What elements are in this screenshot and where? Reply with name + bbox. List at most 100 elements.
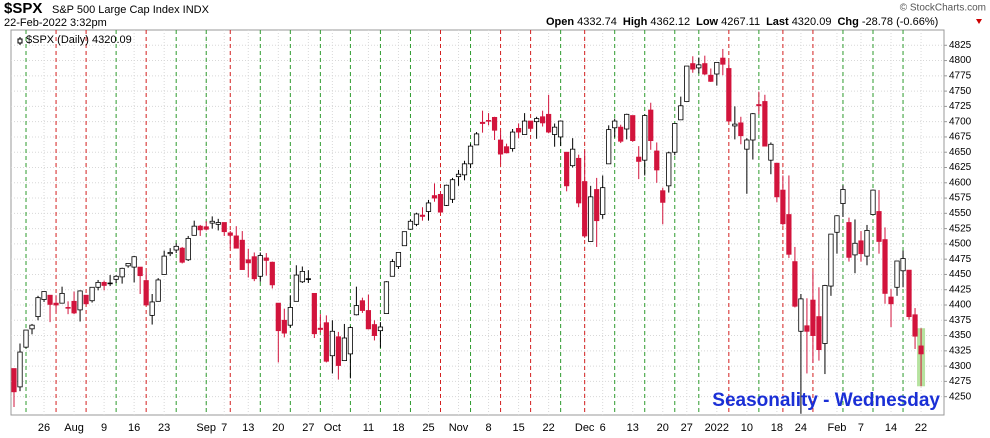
candle-body xyxy=(876,211,882,242)
candle-body xyxy=(59,292,65,304)
x-tick-label: 20 xyxy=(272,422,284,434)
candle-body xyxy=(293,274,299,302)
candle-body xyxy=(852,242,858,256)
y-tick-label: 4425 xyxy=(949,284,972,295)
candle-body xyxy=(17,351,23,388)
candle-body xyxy=(618,126,624,142)
candle-body xyxy=(918,345,924,355)
candle-body xyxy=(816,316,822,351)
y-tick-label: 4325 xyxy=(949,345,972,356)
quote: Open 4332.74 High 4362.12 Low 4267.11 Last 4320… xyxy=(546,16,938,28)
candle-body xyxy=(317,327,323,330)
candle-body xyxy=(822,285,828,344)
candle-body xyxy=(714,61,720,75)
candle-body xyxy=(149,301,155,316)
quote-value: 4362.12 xyxy=(650,16,690,28)
y-tick-label: 4625 xyxy=(949,162,972,173)
candle-body xyxy=(137,266,143,277)
candle-body xyxy=(485,120,492,122)
candle-body xyxy=(89,286,95,302)
y-tick-label: 4475 xyxy=(949,254,972,265)
candle-body xyxy=(179,247,185,263)
candle-body xyxy=(744,139,750,150)
candle-body xyxy=(245,259,251,264)
candle-body xyxy=(371,324,378,336)
candle-body xyxy=(828,233,834,287)
candle-body xyxy=(395,252,402,267)
candle-body xyxy=(594,189,600,222)
candle-body xyxy=(834,215,840,233)
candle-body xyxy=(29,324,35,330)
x-tick-label: 10 xyxy=(741,422,753,434)
candle-body xyxy=(443,184,450,206)
x-tick-label: 13 xyxy=(627,422,639,434)
legend: $SPX (Daily) 4320.09 xyxy=(26,34,132,46)
candle-body xyxy=(696,64,702,69)
candle-body xyxy=(882,239,888,294)
candle-body xyxy=(281,319,287,334)
quote-value: 4267.11 xyxy=(721,16,760,28)
x-tick-label: 27 xyxy=(302,422,314,434)
candle-body xyxy=(233,235,239,249)
candle-body xyxy=(407,220,414,230)
candles xyxy=(11,48,926,414)
candle-body xyxy=(413,213,420,225)
candle-body xyxy=(738,122,744,137)
candle-body xyxy=(95,281,101,288)
candle-body xyxy=(708,74,714,82)
candle-body xyxy=(894,260,900,288)
candle-body xyxy=(774,162,780,198)
quote-label: Low xyxy=(696,16,718,28)
x-tick-label: Aug xyxy=(64,422,84,434)
candle-body xyxy=(768,143,774,161)
candle-body xyxy=(870,189,876,215)
quote-value: 4332.74 xyxy=(577,16,617,28)
candle-body xyxy=(810,299,816,336)
x-tick-label: 8 xyxy=(485,422,491,434)
candle-body xyxy=(449,179,456,200)
quote-label: Chg xyxy=(837,16,858,28)
candle-body xyxy=(461,163,468,176)
candle-body xyxy=(546,113,552,133)
candle-body xyxy=(119,267,125,278)
candle-body xyxy=(582,181,588,237)
candle-body xyxy=(377,326,384,332)
x-tick-label: 6 xyxy=(600,422,606,434)
candle-body xyxy=(335,336,341,366)
quote-label: Open xyxy=(546,16,574,28)
candle-body xyxy=(726,68,732,122)
candle-body xyxy=(287,307,293,326)
candle-body xyxy=(900,258,906,272)
y-tick-label: 4600 xyxy=(949,177,972,188)
candle-body xyxy=(323,322,329,362)
candle-body xyxy=(431,195,438,199)
candle-body xyxy=(173,245,179,251)
candle-body xyxy=(71,300,77,314)
candle-body xyxy=(846,222,852,258)
candle-body xyxy=(455,173,462,178)
y-tick-label: 4400 xyxy=(949,300,972,311)
candle-body xyxy=(491,116,498,131)
y-tick-label: 4800 xyxy=(949,55,972,66)
candle-body xyxy=(203,226,209,230)
y-tick-label: 4825 xyxy=(949,40,972,51)
candle-body xyxy=(263,257,269,261)
x-tick-label: Feb xyxy=(827,422,846,434)
candle-body xyxy=(221,222,227,233)
candle-body xyxy=(720,57,726,65)
candle-body xyxy=(552,126,558,135)
x-tick-label: 7 xyxy=(858,422,864,434)
candle-body xyxy=(780,189,786,225)
candle-body xyxy=(143,280,149,306)
quote-value: 4320.09 xyxy=(792,16,832,28)
candle-body xyxy=(497,139,504,155)
candle-body xyxy=(341,337,347,362)
plot-frame xyxy=(10,29,945,416)
candle-body xyxy=(383,281,390,314)
axes: 4250 4275 4300 4325 4350 4375 4400 4425 4450 4475… xyxy=(38,40,972,434)
candle-body xyxy=(101,281,107,286)
candle-body xyxy=(888,296,894,305)
candle-body xyxy=(125,263,131,267)
candle-body xyxy=(792,261,798,307)
